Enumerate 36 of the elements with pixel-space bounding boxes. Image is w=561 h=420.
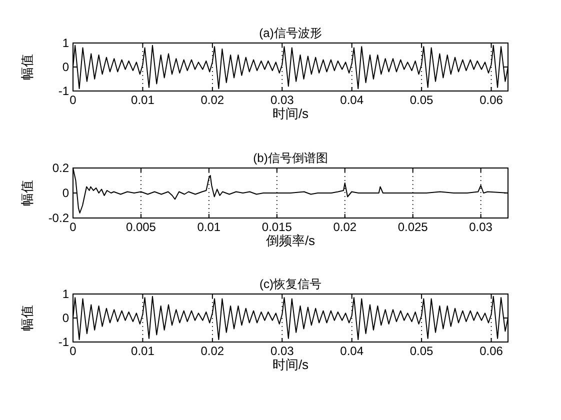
- x-tick-label: 0.015: [262, 220, 292, 234]
- x-tick-label: 0.03: [270, 93, 294, 107]
- x-tick-label: 0.01: [131, 344, 155, 358]
- y-axis-title: 幅值: [20, 305, 35, 331]
- chart-title: (c)恢复信号: [260, 277, 322, 291]
- y-tick-label: -1: [58, 84, 70, 98]
- x-tick-label: 0.02: [200, 344, 224, 358]
- x-tick-label: 0.01: [131, 93, 155, 107]
- x-tick-label: 0.05: [410, 344, 434, 358]
- x-tick-label: 0.01: [197, 220, 221, 234]
- y-axis-title: 幅值: [20, 180, 35, 206]
- x-tick-label: 0.005: [126, 220, 156, 234]
- y-tick-label: 0: [62, 60, 70, 74]
- y-axis-title: 幅值: [20, 54, 35, 80]
- chart-title: (a)信号波形: [259, 26, 322, 40]
- chart-title: (b)信号倒谱图: [253, 151, 328, 165]
- y-tick-label: 0: [62, 186, 70, 200]
- x-tick-label: 0.02: [333, 220, 357, 234]
- y-tick-label: 1: [62, 287, 70, 301]
- x-tick-label: 0.06: [480, 93, 504, 107]
- y-tick-label: -1: [58, 335, 70, 349]
- x-tick-label: 0.02: [200, 93, 224, 107]
- y-tick-label: 1: [62, 36, 70, 50]
- x-axis-title: 时间/s: [272, 357, 310, 372]
- y-tick-label: -0.2: [48, 211, 70, 225]
- x-tick-label: 0.03: [469, 220, 493, 234]
- y-tick-label: 0.2: [52, 161, 70, 175]
- y-tick-label: 0: [62, 311, 70, 325]
- x-axis-title: 时间/s: [272, 106, 310, 121]
- x-tick-label: 0.06: [480, 344, 504, 358]
- x-axis-title: 倒频率/s: [266, 233, 316, 248]
- x-tick-label: 0.04: [340, 344, 364, 358]
- x-tick-label: 0.04: [340, 93, 364, 107]
- x-tick-label: 0.03: [270, 344, 294, 358]
- x-tick-label: 0.05: [410, 93, 434, 107]
- x-tick-label: 0.025: [398, 220, 428, 234]
